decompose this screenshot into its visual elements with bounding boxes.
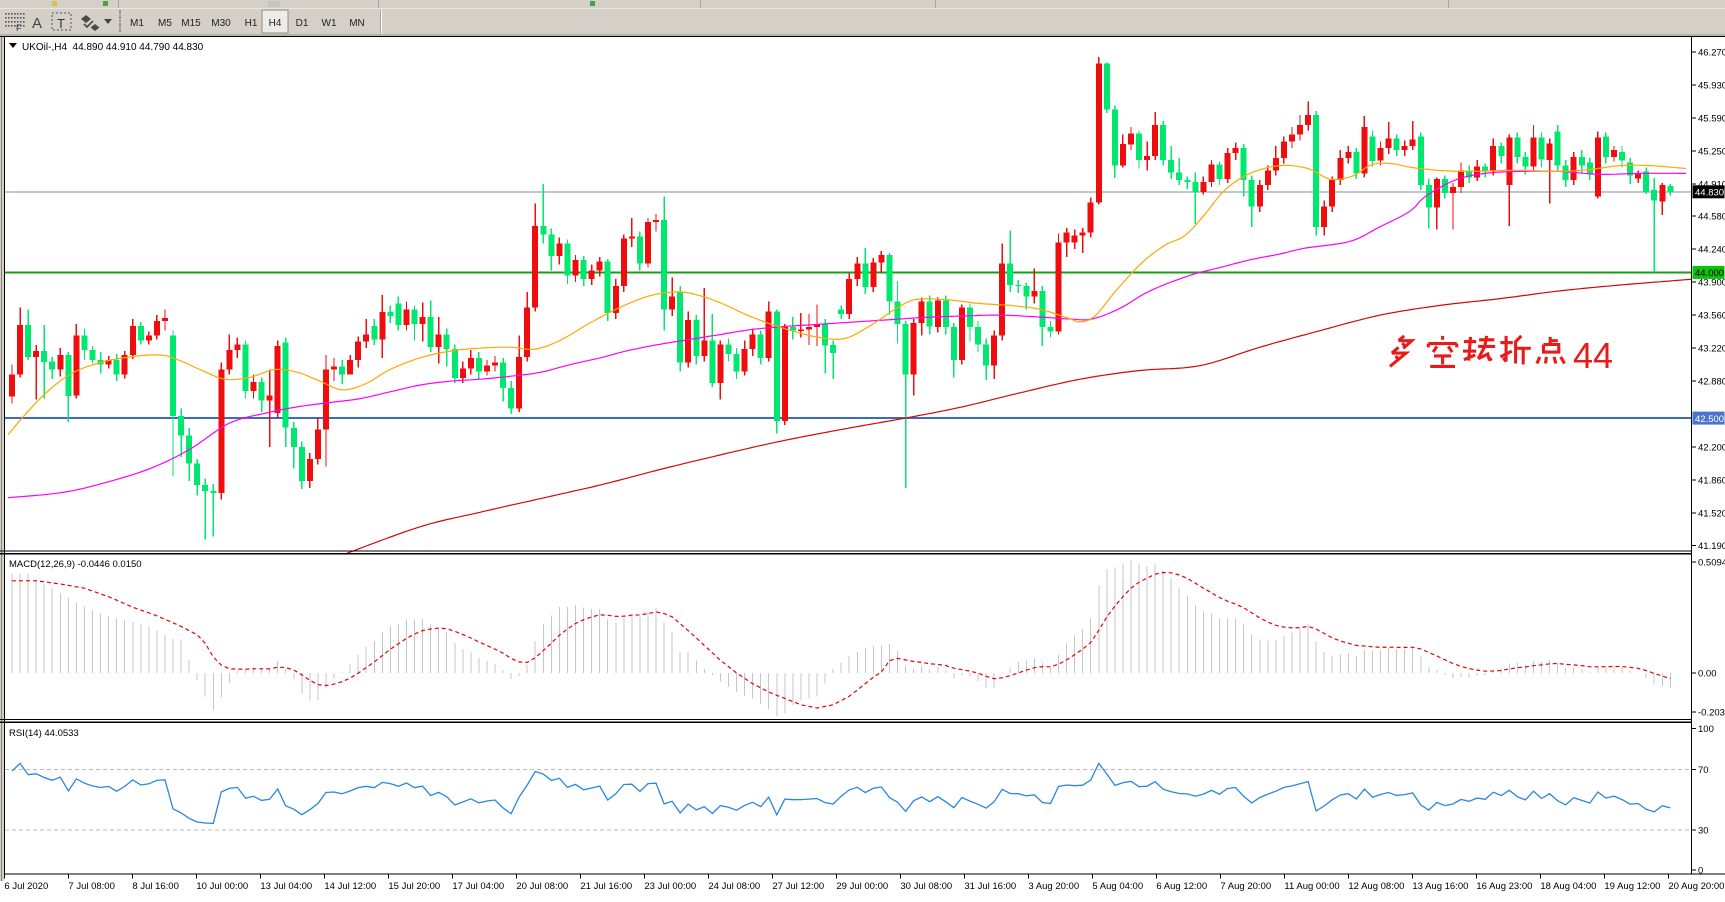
svg-text:44.830: 44.830: [1695, 188, 1724, 199]
svg-text:20 Jul 08:00: 20 Jul 08:00: [516, 881, 568, 892]
svg-text:17 Jul 04:00: 17 Jul 04:00: [452, 881, 504, 892]
svg-text:7 Jul 08:00: 7 Jul 08:00: [68, 881, 114, 892]
svg-text:6 Aug 12:00: 6 Aug 12:00: [1156, 881, 1207, 892]
svg-text:16 Aug 23:00: 16 Aug 23:00: [1476, 881, 1532, 892]
svg-text:14 Jul 12:00: 14 Jul 12:00: [324, 881, 376, 892]
svg-text:43.900: 43.900: [1698, 278, 1725, 289]
svg-text:70: 70: [1698, 765, 1709, 776]
svg-text:19 Aug 12:00: 19 Aug 12:00: [1604, 881, 1660, 892]
svg-text:44: 44: [1573, 335, 1613, 376]
svg-text:5 Aug 04:00: 5 Aug 04:00: [1092, 881, 1143, 892]
svg-text:27 Jul 12:00: 27 Jul 12:00: [772, 881, 824, 892]
svg-text:41.190: 41.190: [1698, 541, 1725, 552]
svg-text:0: 0: [1698, 866, 1703, 877]
svg-text:18 Aug 04:00: 18 Aug 04:00: [1540, 881, 1596, 892]
svg-text:13 Aug 16:00: 13 Aug 16:00: [1412, 881, 1468, 892]
svg-text:H1: H1: [245, 18, 258, 29]
svg-text:F: F: [16, 23, 22, 33]
svg-text:10 Jul 00:00: 10 Jul 00:00: [196, 881, 248, 892]
svg-text:RSI(14) 44.0533: RSI(14) 44.0533: [9, 728, 79, 739]
svg-text:3 Aug 20:00: 3 Aug 20:00: [1028, 881, 1079, 892]
svg-text:M15: M15: [181, 18, 201, 29]
svg-text:41.860: 41.860: [1698, 476, 1725, 487]
svg-text:30 Jul 08:00: 30 Jul 08:00: [900, 881, 952, 892]
svg-text:42.200: 42.200: [1698, 443, 1725, 454]
svg-text:0.00: 0.00: [1698, 669, 1717, 680]
svg-text:42.500: 42.500: [1695, 414, 1724, 425]
svg-text:43.560: 43.560: [1698, 311, 1725, 322]
svg-text:W1: W1: [322, 18, 337, 29]
svg-text:-0.2032: -0.2032: [1698, 708, 1725, 719]
svg-text:M5: M5: [158, 18, 172, 29]
svg-text:8 Jul 16:00: 8 Jul 16:00: [132, 881, 178, 892]
svg-text:11 Aug 00:00: 11 Aug 00:00: [1284, 881, 1339, 892]
svg-text:UKOil-,H4 44.890 44.910 44.79: UKOil-,H4 44.890 44.910 44.790 44.830: [22, 42, 204, 53]
svg-text:43.220: 43.220: [1698, 344, 1725, 355]
svg-text:44.240: 44.240: [1698, 245, 1725, 256]
svg-text:0.5094: 0.5094: [1698, 558, 1725, 569]
svg-text:20 Aug 20:00: 20 Aug 20:00: [1668, 881, 1724, 892]
svg-text:MN: MN: [349, 18, 365, 29]
svg-text:46.270: 46.270: [1698, 48, 1725, 59]
svg-text:H4: H4: [269, 18, 282, 29]
svg-text:29 Jul 00:00: 29 Jul 00:00: [836, 881, 888, 892]
svg-text:24 Jul 08:00: 24 Jul 08:00: [708, 881, 760, 892]
svg-text:44.000: 44.000: [1695, 268, 1724, 279]
svg-text:44.910: 44.910: [1698, 180, 1725, 191]
svg-text:12 Aug 08:00: 12 Aug 08:00: [1348, 881, 1404, 892]
svg-text:45.930: 45.930: [1698, 81, 1725, 92]
svg-text:44.580: 44.580: [1698, 212, 1725, 223]
svg-text:21 Jul 16:00: 21 Jul 16:00: [580, 881, 632, 892]
svg-text:A: A: [32, 15, 42, 32]
svg-text:31 Jul 16:00: 31 Jul 16:00: [964, 881, 1016, 892]
svg-text:45.590: 45.590: [1698, 114, 1725, 125]
svg-text:41.520: 41.520: [1698, 509, 1725, 520]
svg-text:100: 100: [1698, 724, 1714, 735]
svg-text:D1: D1: [296, 18, 309, 29]
svg-text:30: 30: [1698, 825, 1709, 836]
svg-text:7 Aug 20:00: 7 Aug 20:00: [1220, 881, 1271, 892]
svg-text:42.880: 42.880: [1698, 377, 1725, 388]
svg-text:MACD(12,26,9) -0.0446 0.0150: MACD(12,26,9) -0.0446 0.0150: [9, 559, 142, 570]
svg-text:M1: M1: [130, 18, 144, 29]
svg-text:13 Jul 04:00: 13 Jul 04:00: [260, 881, 312, 892]
svg-text:23 Jul 00:00: 23 Jul 00:00: [644, 881, 696, 892]
svg-text:M30: M30: [211, 18, 231, 29]
svg-text:T: T: [57, 16, 65, 31]
svg-text:15 Jul 20:00: 15 Jul 20:00: [388, 881, 440, 892]
svg-text:45.250: 45.250: [1698, 147, 1725, 158]
svg-text:6 Jul 2020: 6 Jul 2020: [4, 881, 48, 892]
